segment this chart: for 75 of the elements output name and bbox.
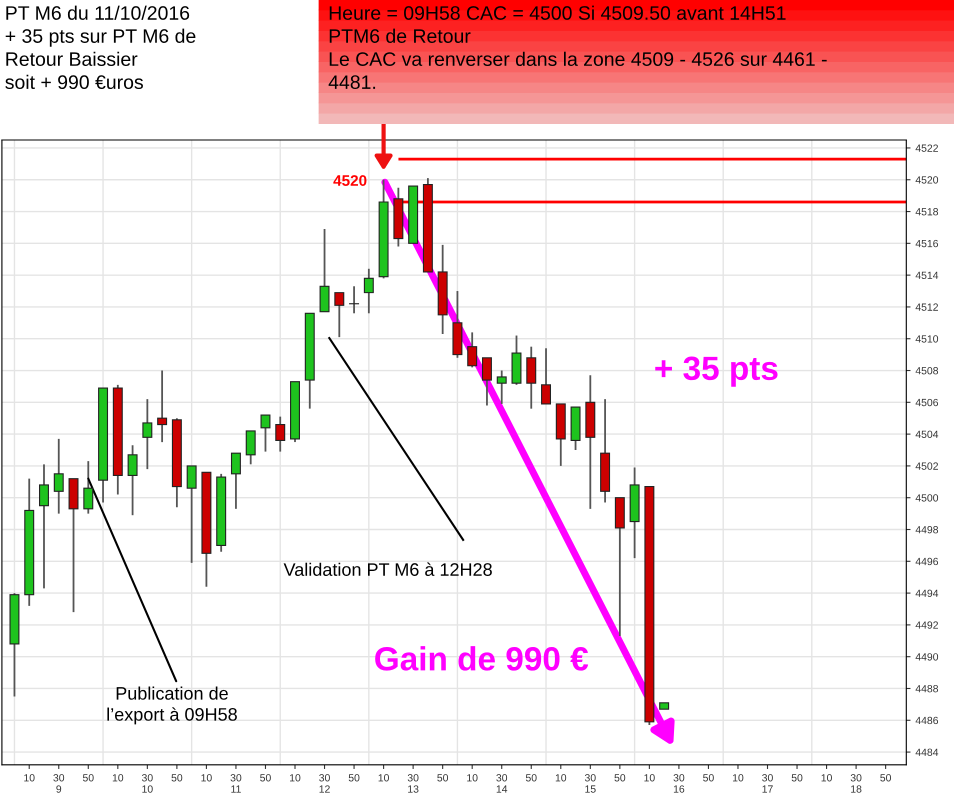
- x-tick-label: 30 10: [142, 774, 153, 793]
- y-tick-label: 4516: [916, 240, 938, 248]
- x-tick-label: 50: [437, 774, 448, 782]
- chart-subtitle: Heure = 09H58 CAC = 4500 Si 4509.50 avant 14H51 PTM6 de Retour Le CAC va renverser dans la zone 4509 - 4526 sur 4461 - 4481.: [328, 6, 827, 90]
- x-tick-label: 50: [260, 774, 271, 782]
- x-tick-label: 10: [467, 774, 478, 782]
- x-tick-label: 30 11: [230, 774, 242, 793]
- x-tick-label: 30 16: [674, 774, 684, 793]
- x-tick-label: 10: [822, 774, 832, 782]
- annotation: Publication de l’export à 09H58: [107, 686, 237, 724]
- x-tick-label: 30 12: [319, 774, 330, 793]
- x-tick-label: 10: [112, 774, 124, 782]
- x-tick-label: 30 15: [584, 774, 596, 793]
- candlestick: [482, 356, 492, 406]
- chart-title: PT M6 du 11/10/2016 + 35 pts sur PT M6 de Retour Baissier soit + 990 €uros: [5, 6, 196, 90]
- x-tick-label: 30 17: [762, 774, 773, 793]
- candlestick: [364, 268, 374, 314]
- candlestick: [54, 438, 64, 515]
- candlestick: [230, 452, 241, 510]
- x-tick-label: 10: [290, 774, 300, 782]
- y-tick-label: 4508: [916, 367, 938, 374]
- candlestick: [186, 465, 197, 564]
- x-tick-label: 10: [556, 774, 566, 782]
- y-tick-label: 4520: [916, 176, 938, 184]
- x-tick-label: 10: [378, 774, 389, 782]
- candlestick: [142, 398, 152, 470]
- candlestick: [128, 444, 138, 516]
- y-tick-label: 4506: [916, 398, 938, 406]
- y-tick-label: 4484: [916, 748, 938, 756]
- x-tick-label: 50: [348, 774, 360, 782]
- x-tick-label: 50: [614, 774, 626, 782]
- y-tick-label: 4500: [916, 494, 938, 502]
- y-tick-label: 4504: [916, 430, 938, 438]
- candlestick: [83, 460, 94, 515]
- y-tick-label: 4502: [916, 462, 938, 470]
- y-tick-label: 4492: [916, 621, 938, 629]
- x-tick-label: 30 14: [496, 774, 508, 793]
- annotation: Validation PT M6 à 12H28: [284, 562, 492, 576]
- x-tick-label: 10: [201, 774, 212, 782]
- candlestick: [334, 292, 344, 338]
- x-tick-label: 50: [880, 774, 892, 782]
- x-tick-label: 10: [24, 774, 35, 782]
- candlestick: [349, 285, 360, 314]
- candlestick: [467, 331, 478, 368]
- y-tick-label: 4496: [916, 558, 938, 566]
- x-tick-label: 50: [526, 774, 537, 782]
- candlestick: [246, 430, 256, 466]
- x-tick-label: 50: [792, 774, 802, 782]
- x-tick-label: 30 18: [850, 774, 862, 793]
- candlestick: [275, 416, 286, 453]
- annotation: + 35 pts: [655, 356, 778, 387]
- candlestick: [496, 370, 507, 405]
- y-tick-label: 4510: [916, 335, 938, 343]
- x-tick-label: 10: [732, 774, 744, 782]
- y-tick-label: 4514: [916, 272, 938, 280]
- y-tick-label: 4488: [916, 684, 938, 692]
- x-tick-label: 30 13: [408, 774, 419, 793]
- x-tick-label: 10: [644, 774, 655, 782]
- y-tick-label: 4494: [916, 590, 938, 597]
- y-tick-label: 4486: [916, 716, 938, 724]
- y-tick-label: 4518: [916, 208, 938, 216]
- x-tick-label: 30 9: [53, 774, 64, 793]
- annotation: 4520: [333, 175, 366, 186]
- y-tick-label: 4512: [916, 303, 938, 311]
- candlestick: [157, 370, 168, 443]
- y-tick-label: 4498: [916, 526, 938, 534]
- candlestick: [541, 347, 552, 405]
- candlestick: [39, 463, 49, 590]
- y-tick-label: 4490: [916, 653, 938, 661]
- x-tick-label: 50: [703, 774, 714, 782]
- annotation: Gain de 990 €: [375, 646, 588, 671]
- x-tick-label: 50: [82, 774, 94, 782]
- y-tick-label: 4522: [916, 144, 938, 152]
- candlestick: [260, 414, 270, 453]
- x-tick-label: 50: [172, 774, 182, 782]
